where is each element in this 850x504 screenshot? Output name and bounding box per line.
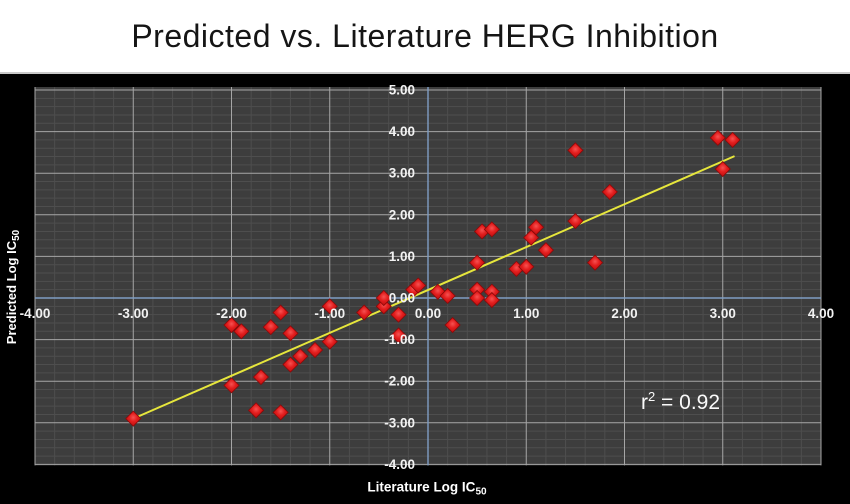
y-tick-label: 5.00 (389, 83, 415, 98)
x-tick-label: -1.00 (314, 306, 345, 321)
data-point (375, 298, 392, 315)
data-point (223, 377, 240, 394)
chart-title: Predicted vs. Literature HERG Inhibition (0, 0, 850, 72)
data-point (390, 306, 407, 323)
data-point (709, 129, 726, 146)
x-tick-label: 2.00 (611, 306, 637, 321)
data-point (410, 277, 427, 294)
data-point (233, 323, 250, 340)
x-axis-title: Literature Log IC50 (367, 479, 487, 497)
y-tick-label: 4.00 (389, 124, 415, 139)
data-point (390, 327, 407, 344)
data-point (483, 292, 500, 309)
data-point (567, 212, 584, 230)
data-point (601, 183, 618, 200)
data-point (439, 287, 456, 304)
y-tick-label: 0.00 (389, 291, 415, 306)
data-point (567, 142, 584, 159)
data-point (321, 333, 338, 350)
data-point (282, 356, 299, 373)
x-tick-label: 1.00 (513, 306, 539, 321)
x-tick-label: 3.00 (710, 306, 736, 321)
y-tick-label: -2.00 (384, 374, 415, 389)
data-point (272, 404, 289, 421)
data-point (321, 298, 338, 315)
data-point (375, 289, 392, 307)
x-tick-label: -3.00 (118, 306, 149, 321)
data-point (724, 131, 741, 148)
data-point (714, 160, 731, 178)
scatter-chart: -4.00 -3.00 -2.00 -1.00 0.00 1.00 2.00 3.00 4.00… (4, 83, 834, 498)
trend-line (132, 155, 735, 420)
data-point (247, 402, 265, 419)
x-tick-label: -4.00 (20, 306, 51, 321)
data-point (223, 316, 240, 334)
data-point (483, 221, 500, 238)
y-tick-label: 3.00 (389, 166, 415, 181)
y-tick-label: 2.00 (389, 207, 415, 222)
data-point (528, 219, 545, 236)
y-tick-label: 1.00 (389, 249, 415, 264)
data-point (306, 341, 324, 359)
data-point (469, 289, 486, 307)
x-tick-label: 4.00 (808, 306, 834, 321)
y-axis-title: Predicted Log IC50 (4, 229, 22, 344)
data-point (586, 254, 604, 271)
data-point (469, 254, 486, 271)
x-tick-label: -2.00 (216, 306, 247, 321)
data-point (356, 304, 373, 321)
r-squared-annotation: r2 = 0.92 (641, 389, 720, 414)
data-point (125, 410, 142, 427)
data-point (537, 242, 554, 259)
data-point (252, 368, 270, 386)
data-point (444, 316, 461, 334)
chart-panel: -4.00 -3.00 -2.00 -1.00 0.00 1.00 2.00 3.00 4.00… (0, 72, 850, 504)
y-tick-label: -3.00 (384, 415, 415, 430)
data-point (262, 319, 279, 336)
data-point (292, 348, 309, 365)
y-tick-label: -4.00 (384, 457, 415, 472)
y-tick-label: -1.00 (384, 332, 415, 347)
data-point (282, 325, 299, 342)
data-point (518, 258, 535, 275)
data-point (272, 304, 289, 321)
x-tick-label: 0.00 (415, 306, 441, 321)
